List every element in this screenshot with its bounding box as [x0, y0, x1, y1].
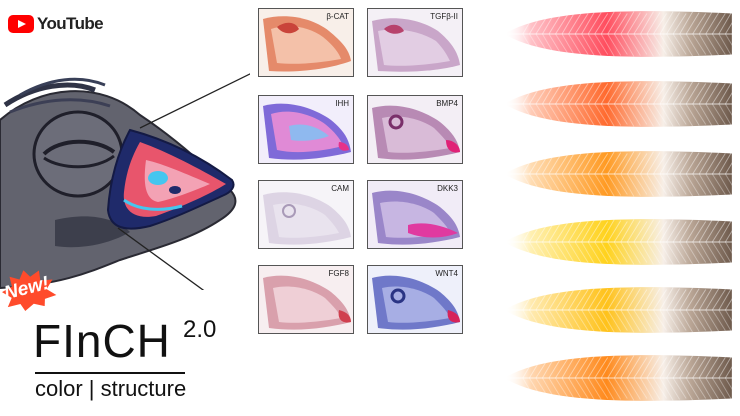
panel-label: BMP4: [436, 99, 458, 108]
stain-panel-tgfb-ii[interactable]: TGFβ-II: [367, 8, 463, 77]
stain-panel-beta-cat[interactable]: β-CAT: [258, 8, 354, 77]
panel-label: DKK3: [437, 184, 458, 193]
panel-label: TGFβ-II: [430, 12, 458, 21]
feather-image: [504, 355, 740, 401]
stain-image: [259, 9, 353, 76]
feather-image: [504, 219, 740, 265]
stain-panel-dkk3[interactable]: DKK3: [367, 180, 463, 249]
stain-image: [368, 96, 462, 163]
feather-image: [504, 81, 740, 127]
feather-image: [504, 287, 740, 333]
youtube-wordmark: YouTube: [37, 14, 104, 33]
brand-block: FInCH 2.0 color | structure: [33, 315, 216, 401]
stain-panel-fgf8[interactable]: FGF8: [258, 265, 354, 334]
stain-image: [259, 266, 353, 333]
stain-image: [259, 181, 353, 248]
starburst-icon: [2, 270, 57, 311]
panel-label: β-CAT: [326, 12, 349, 21]
finch-head-illustration: [0, 73, 250, 290]
stain-panel-wnt4[interactable]: WNT4: [367, 265, 463, 334]
brand-version: 2.0: [183, 316, 217, 343]
stain-panel-cam[interactable]: CAM: [258, 180, 354, 249]
panel-label: FGF8: [328, 269, 349, 278]
panel-label: WNT4: [435, 269, 458, 278]
stain-image: [368, 9, 462, 76]
brand-divider: [35, 372, 185, 374]
panel-label: IHH: [335, 99, 349, 108]
youtube-play-icon: [8, 15, 34, 33]
stain-image: [368, 266, 462, 333]
stain-image: [368, 181, 462, 248]
new-badge: New!: [2, 270, 57, 311]
feather-image: [504, 11, 740, 57]
brand-tagline: color | structure: [35, 376, 187, 401]
stain-panel-ihh[interactable]: IHH: [258, 95, 354, 164]
stain-panel-bmp4[interactable]: BMP4: [367, 95, 463, 164]
feather-image: [504, 151, 740, 197]
stain-image: [259, 96, 353, 163]
panel-label: CAM: [331, 184, 349, 193]
brand-name: FInCH: [33, 315, 171, 367]
youtube-logo[interactable]: YouTube: [8, 14, 104, 34]
